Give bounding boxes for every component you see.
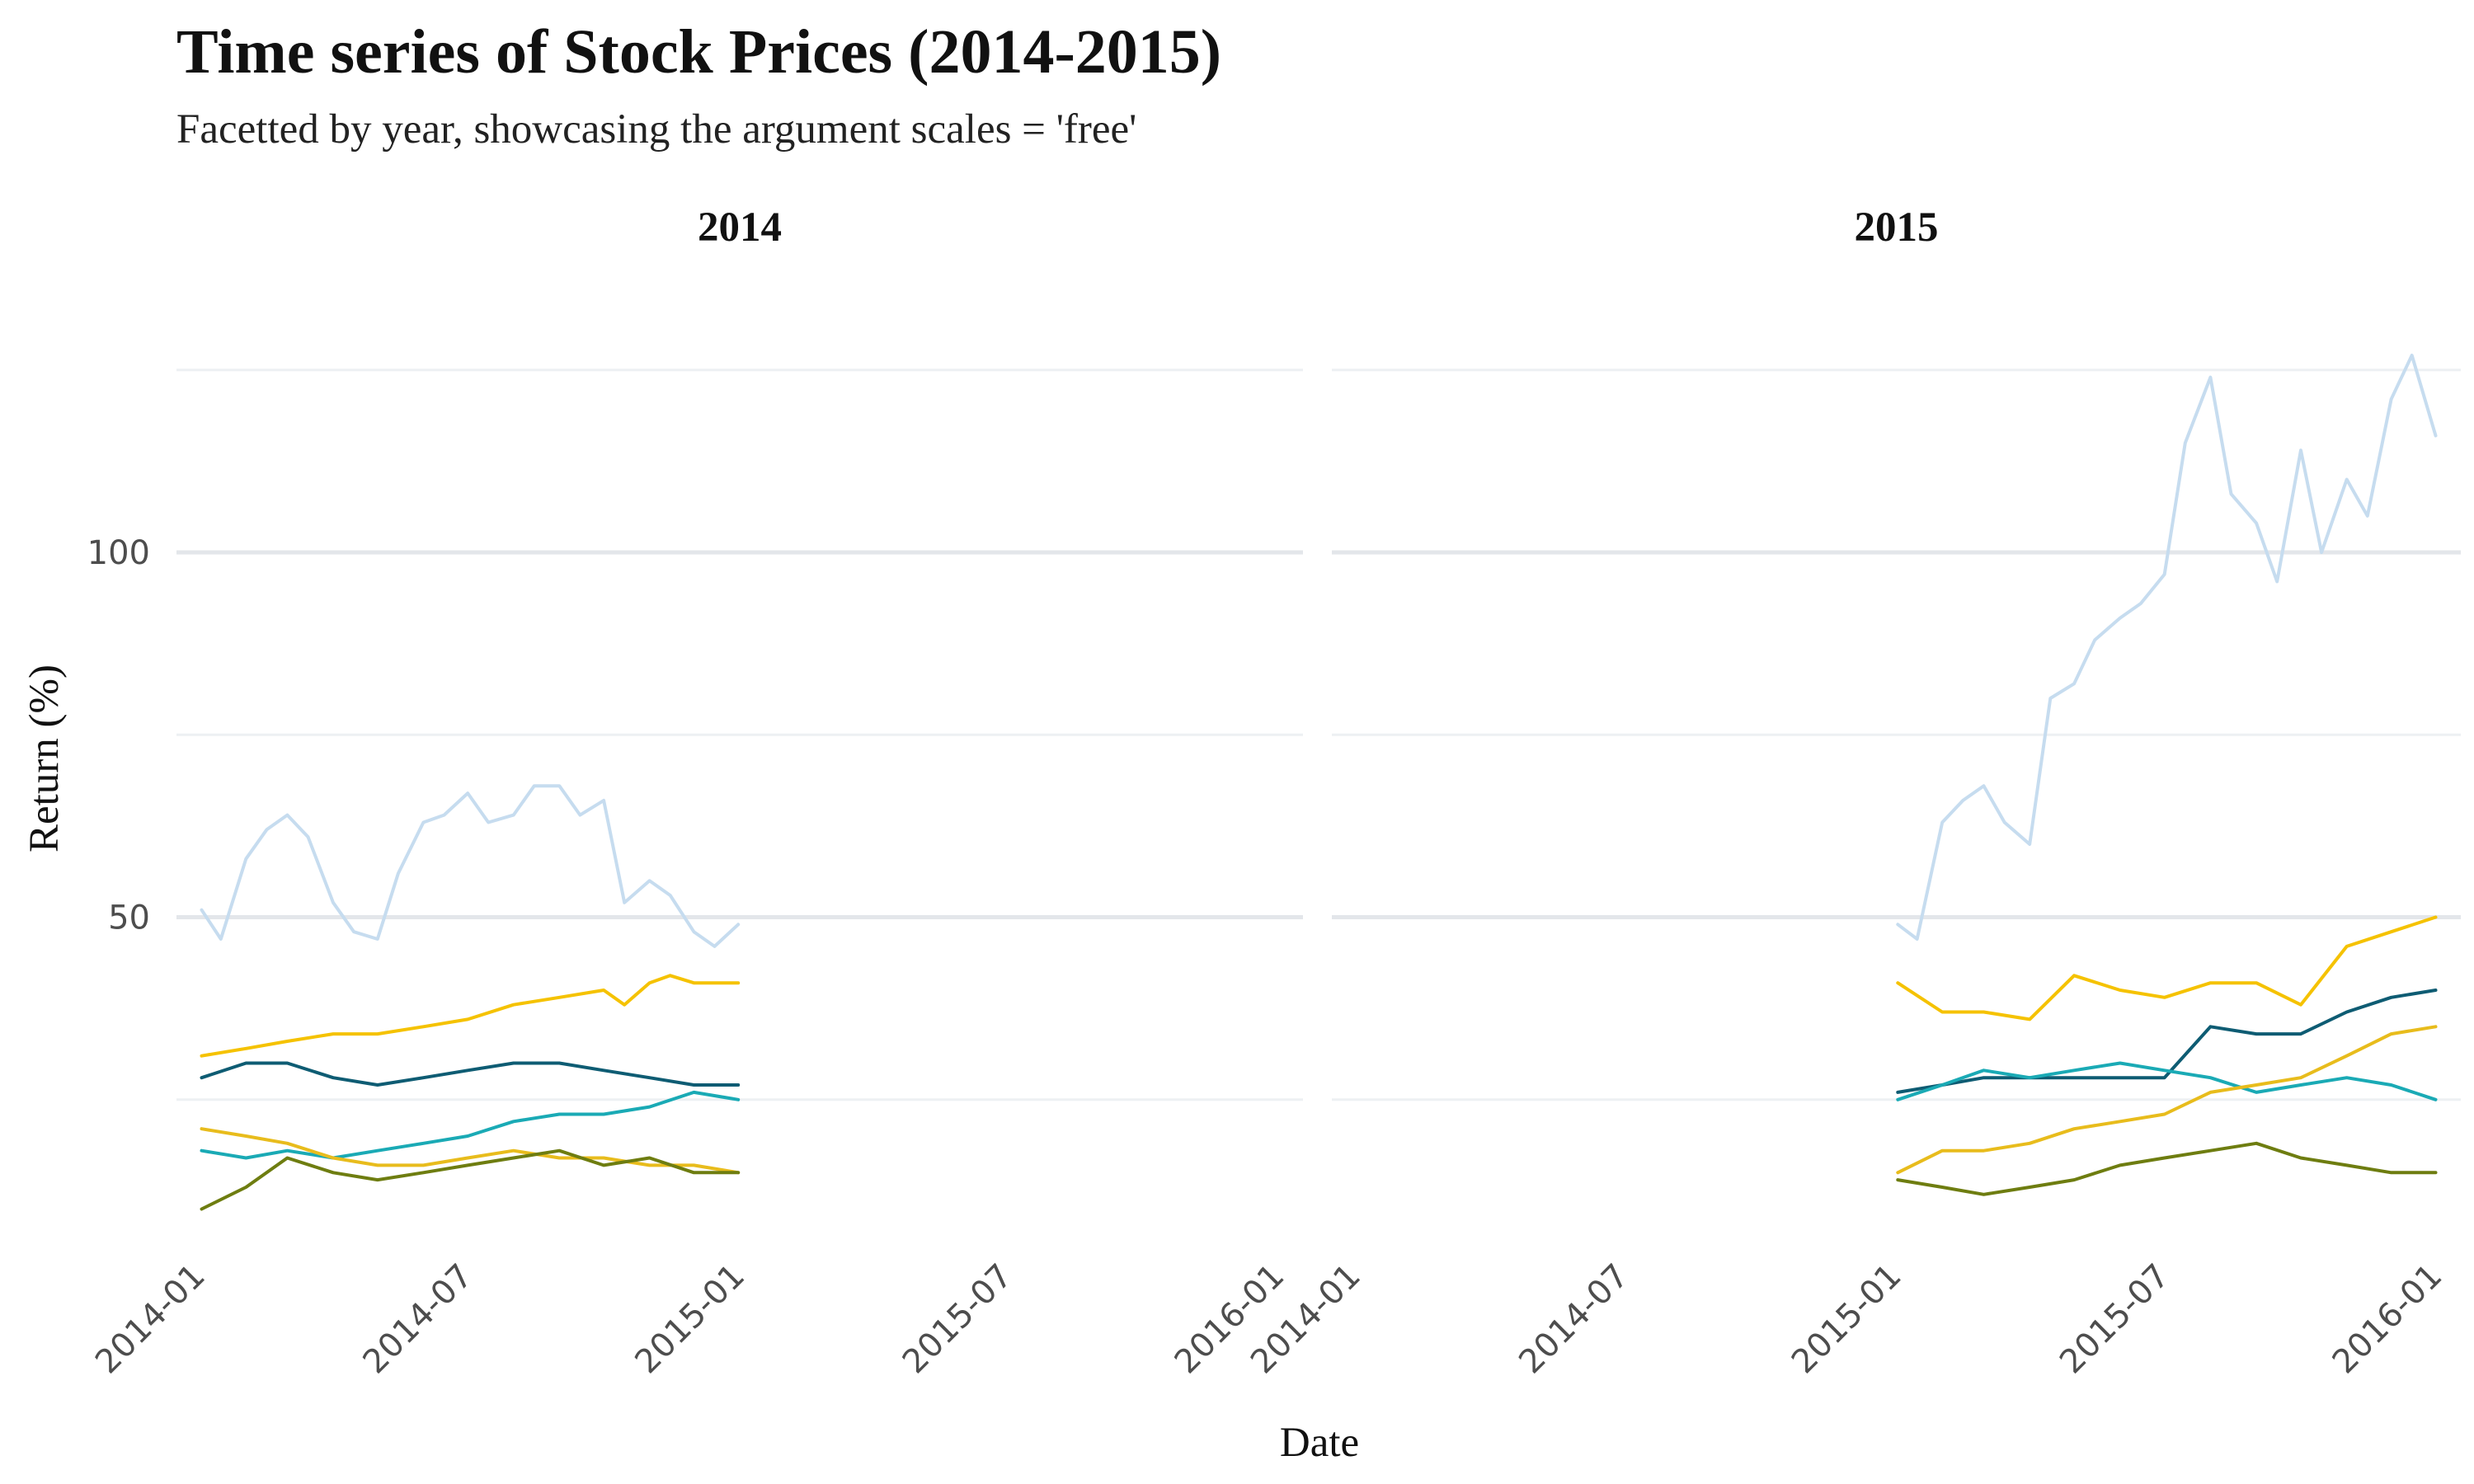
chart-subtitle: Facetted by year, showcasing the argumen… xyxy=(176,106,1136,153)
series-line-2015-3 xyxy=(1896,989,2438,1094)
y-tick-label: 50 xyxy=(108,899,150,937)
x-tick-label: 2014-07 xyxy=(1512,1257,1636,1382)
x-tick-label: 2014-01 xyxy=(88,1257,213,1382)
facet-strip-label: 2014 xyxy=(698,204,782,251)
series-line-2015-2 xyxy=(1896,915,2438,1021)
series-line-2014-2 xyxy=(200,974,741,1058)
x-tick-label: 2016-01 xyxy=(2326,1257,2450,1382)
x-tick-label: 2015-01 xyxy=(1785,1257,1909,1382)
series-line-2015-4 xyxy=(1896,1061,2438,1101)
facet-strip-label: 2015 xyxy=(1855,204,1939,251)
y-axis-title: Return (%) xyxy=(21,665,68,852)
series-line-2014-5 xyxy=(200,1127,741,1175)
series-line-2015-1 xyxy=(1896,354,2438,941)
facet-panels: 2014 2014-01 2014-07 2015-01 2015-07 2016-01 2… xyxy=(87,204,2461,1381)
series-line-2014-4 xyxy=(200,1090,741,1160)
x-tick-label: 2015-07 xyxy=(896,1257,1020,1382)
series-line-2015-5 xyxy=(1896,1025,2438,1175)
series-line-2014-1 xyxy=(200,784,741,948)
series-line-2014-6 xyxy=(200,1148,741,1211)
x-tick-label: 2015-01 xyxy=(628,1257,752,1382)
x-axis-title: Date xyxy=(1280,1420,1359,1466)
x-tick-label: 2015-07 xyxy=(2053,1257,2177,1382)
x-tick-label: 2014-07 xyxy=(356,1257,481,1382)
series-line-2015-6 xyxy=(1896,1141,2438,1196)
series-line-2014-3 xyxy=(200,1061,741,1087)
chart-title: Time series of Stock Prices (2014-2015) xyxy=(176,17,1221,87)
y-tick-label: 100 xyxy=(87,534,150,572)
